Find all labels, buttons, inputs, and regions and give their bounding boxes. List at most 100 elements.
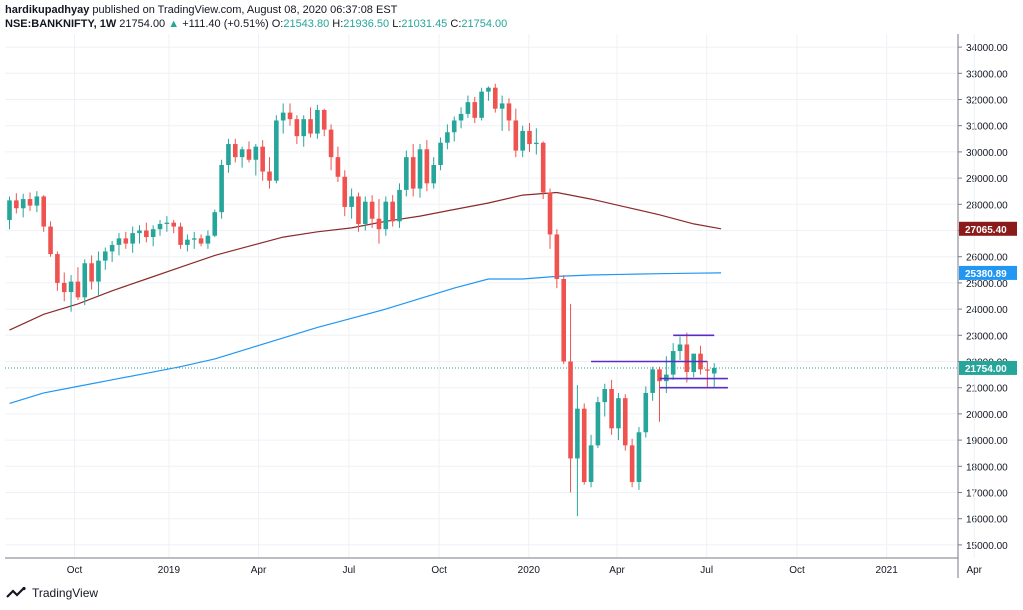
candle-body — [144, 230, 149, 238]
candle-body — [246, 149, 252, 160]
candle-body — [362, 201, 368, 224]
candle-body — [41, 196, 47, 227]
candle-body — [486, 87, 491, 92]
candle-body — [260, 146, 265, 172]
candle-body — [34, 196, 40, 206]
candle-body — [506, 103, 512, 121]
y-tick-label: 23000.00 — [966, 331, 1008, 342]
last-price-label-bg — [959, 360, 1017, 375]
candle-body — [116, 238, 122, 245]
candle-body — [191, 238, 197, 240]
candle-body — [458, 113, 464, 121]
last-price-label: 21754.00 — [965, 364, 1007, 375]
candle-body — [369, 201, 375, 219]
candle-body — [109, 244, 115, 252]
tradingview-logo-icon — [6, 586, 26, 598]
close-label: C: — [450, 18, 462, 30]
ma-slow-price-label: 27065.40 — [965, 225, 1007, 236]
high-value: 21936.50 — [343, 18, 390, 30]
y-tick-label: 21000.00 — [966, 384, 1008, 395]
candle-body — [226, 144, 231, 165]
candle-body — [390, 201, 395, 222]
y-tick-label: 33000.00 — [966, 69, 1008, 80]
candle-body — [68, 281, 74, 293]
candle-body — [356, 196, 361, 224]
y-tick-label: 16000.00 — [966, 515, 1008, 526]
symbol-label[interactable]: NSE:BANKNIFTY, 1W — [5, 18, 117, 30]
y-tick-label: 28000.00 — [966, 200, 1008, 211]
x-tick-label: Oct — [431, 565, 447, 576]
open-value: 21543.80 — [283, 18, 330, 30]
x-tick-label: 2021 — [876, 565, 899, 576]
candle-body — [274, 120, 279, 181]
candle-body — [438, 142, 443, 165]
low-value: 21031.45 — [401, 18, 448, 30]
candle-body — [691, 353, 696, 372]
candle-body — [301, 119, 307, 137]
candle-body — [643, 392, 649, 433]
candle-body — [520, 130, 525, 151]
x-tick-label: Oct — [67, 565, 83, 576]
publish-line: hardikupadhyay published on TradingView.… — [5, 4, 397, 16]
candle-body — [568, 361, 573, 459]
candle-body — [472, 102, 478, 118]
y-tick-label: 30000.00 — [966, 148, 1008, 159]
candle-body — [178, 226, 183, 245]
candle-body — [616, 398, 621, 429]
candle-body — [479, 91, 484, 118]
candle-body — [588, 445, 594, 483]
candle-body — [219, 165, 224, 213]
candle-body — [554, 234, 560, 279]
y-tick-label: 15000.00 — [966, 541, 1008, 552]
candle-body — [294, 119, 300, 137]
candle-body — [534, 142, 539, 145]
candle-body — [171, 222, 177, 227]
candle-body — [164, 222, 170, 224]
candle-body — [123, 238, 129, 244]
candle-body — [705, 369, 710, 371]
candle-body — [650, 369, 655, 393]
candle-body — [670, 351, 676, 375]
candle-body — [410, 157, 416, 189]
candle-body — [445, 132, 450, 143]
candle-body — [711, 367, 717, 374]
candle-body — [540, 142, 546, 193]
candle-body — [315, 109, 320, 134]
y-tick-label: 29000.00 — [966, 174, 1008, 185]
candle-body — [609, 389, 614, 429]
candle-body — [130, 233, 135, 244]
candle-body — [20, 199, 26, 209]
up-arrow-icon: ▲ — [168, 18, 180, 30]
candle-body — [684, 344, 690, 372]
candle-body — [253, 146, 259, 160]
tradingview-footer[interactable]: TradingView — [6, 586, 98, 600]
y-tick-label: 26000.00 — [966, 253, 1008, 264]
candle-body — [55, 254, 60, 283]
candle-body — [404, 157, 409, 190]
price-change: +111.40 (+0.51%) — [182, 18, 269, 30]
x-tick-label: Apr — [966, 565, 982, 576]
candle-body — [321, 109, 327, 130]
y-tick-label: 19000.00 — [966, 436, 1008, 447]
ma-fast-line — [9, 272, 722, 404]
candle-body — [431, 165, 437, 184]
x-tick-label: Jul — [700, 565, 713, 576]
candle-body — [96, 260, 101, 282]
y-tick-label: 31000.00 — [966, 122, 1008, 133]
x-tick-label: Oct — [789, 565, 805, 576]
candle-body — [61, 282, 67, 293]
candle-body — [267, 171, 272, 181]
x-tick-label: 2019 — [158, 565, 181, 576]
candle-body — [239, 149, 245, 158]
author-name[interactable]: hardikupadhyay — [5, 4, 90, 16]
candle-body — [89, 263, 94, 282]
candle-body — [205, 235, 211, 244]
candle-body — [198, 238, 204, 244]
x-tick-label: 2020 — [518, 565, 541, 576]
open-label: O: — [271, 18, 284, 30]
candle-body — [335, 157, 341, 177]
candle-body — [527, 130, 532, 145]
candle-body — [14, 200, 19, 209]
x-tick-label: Jul — [342, 565, 355, 576]
